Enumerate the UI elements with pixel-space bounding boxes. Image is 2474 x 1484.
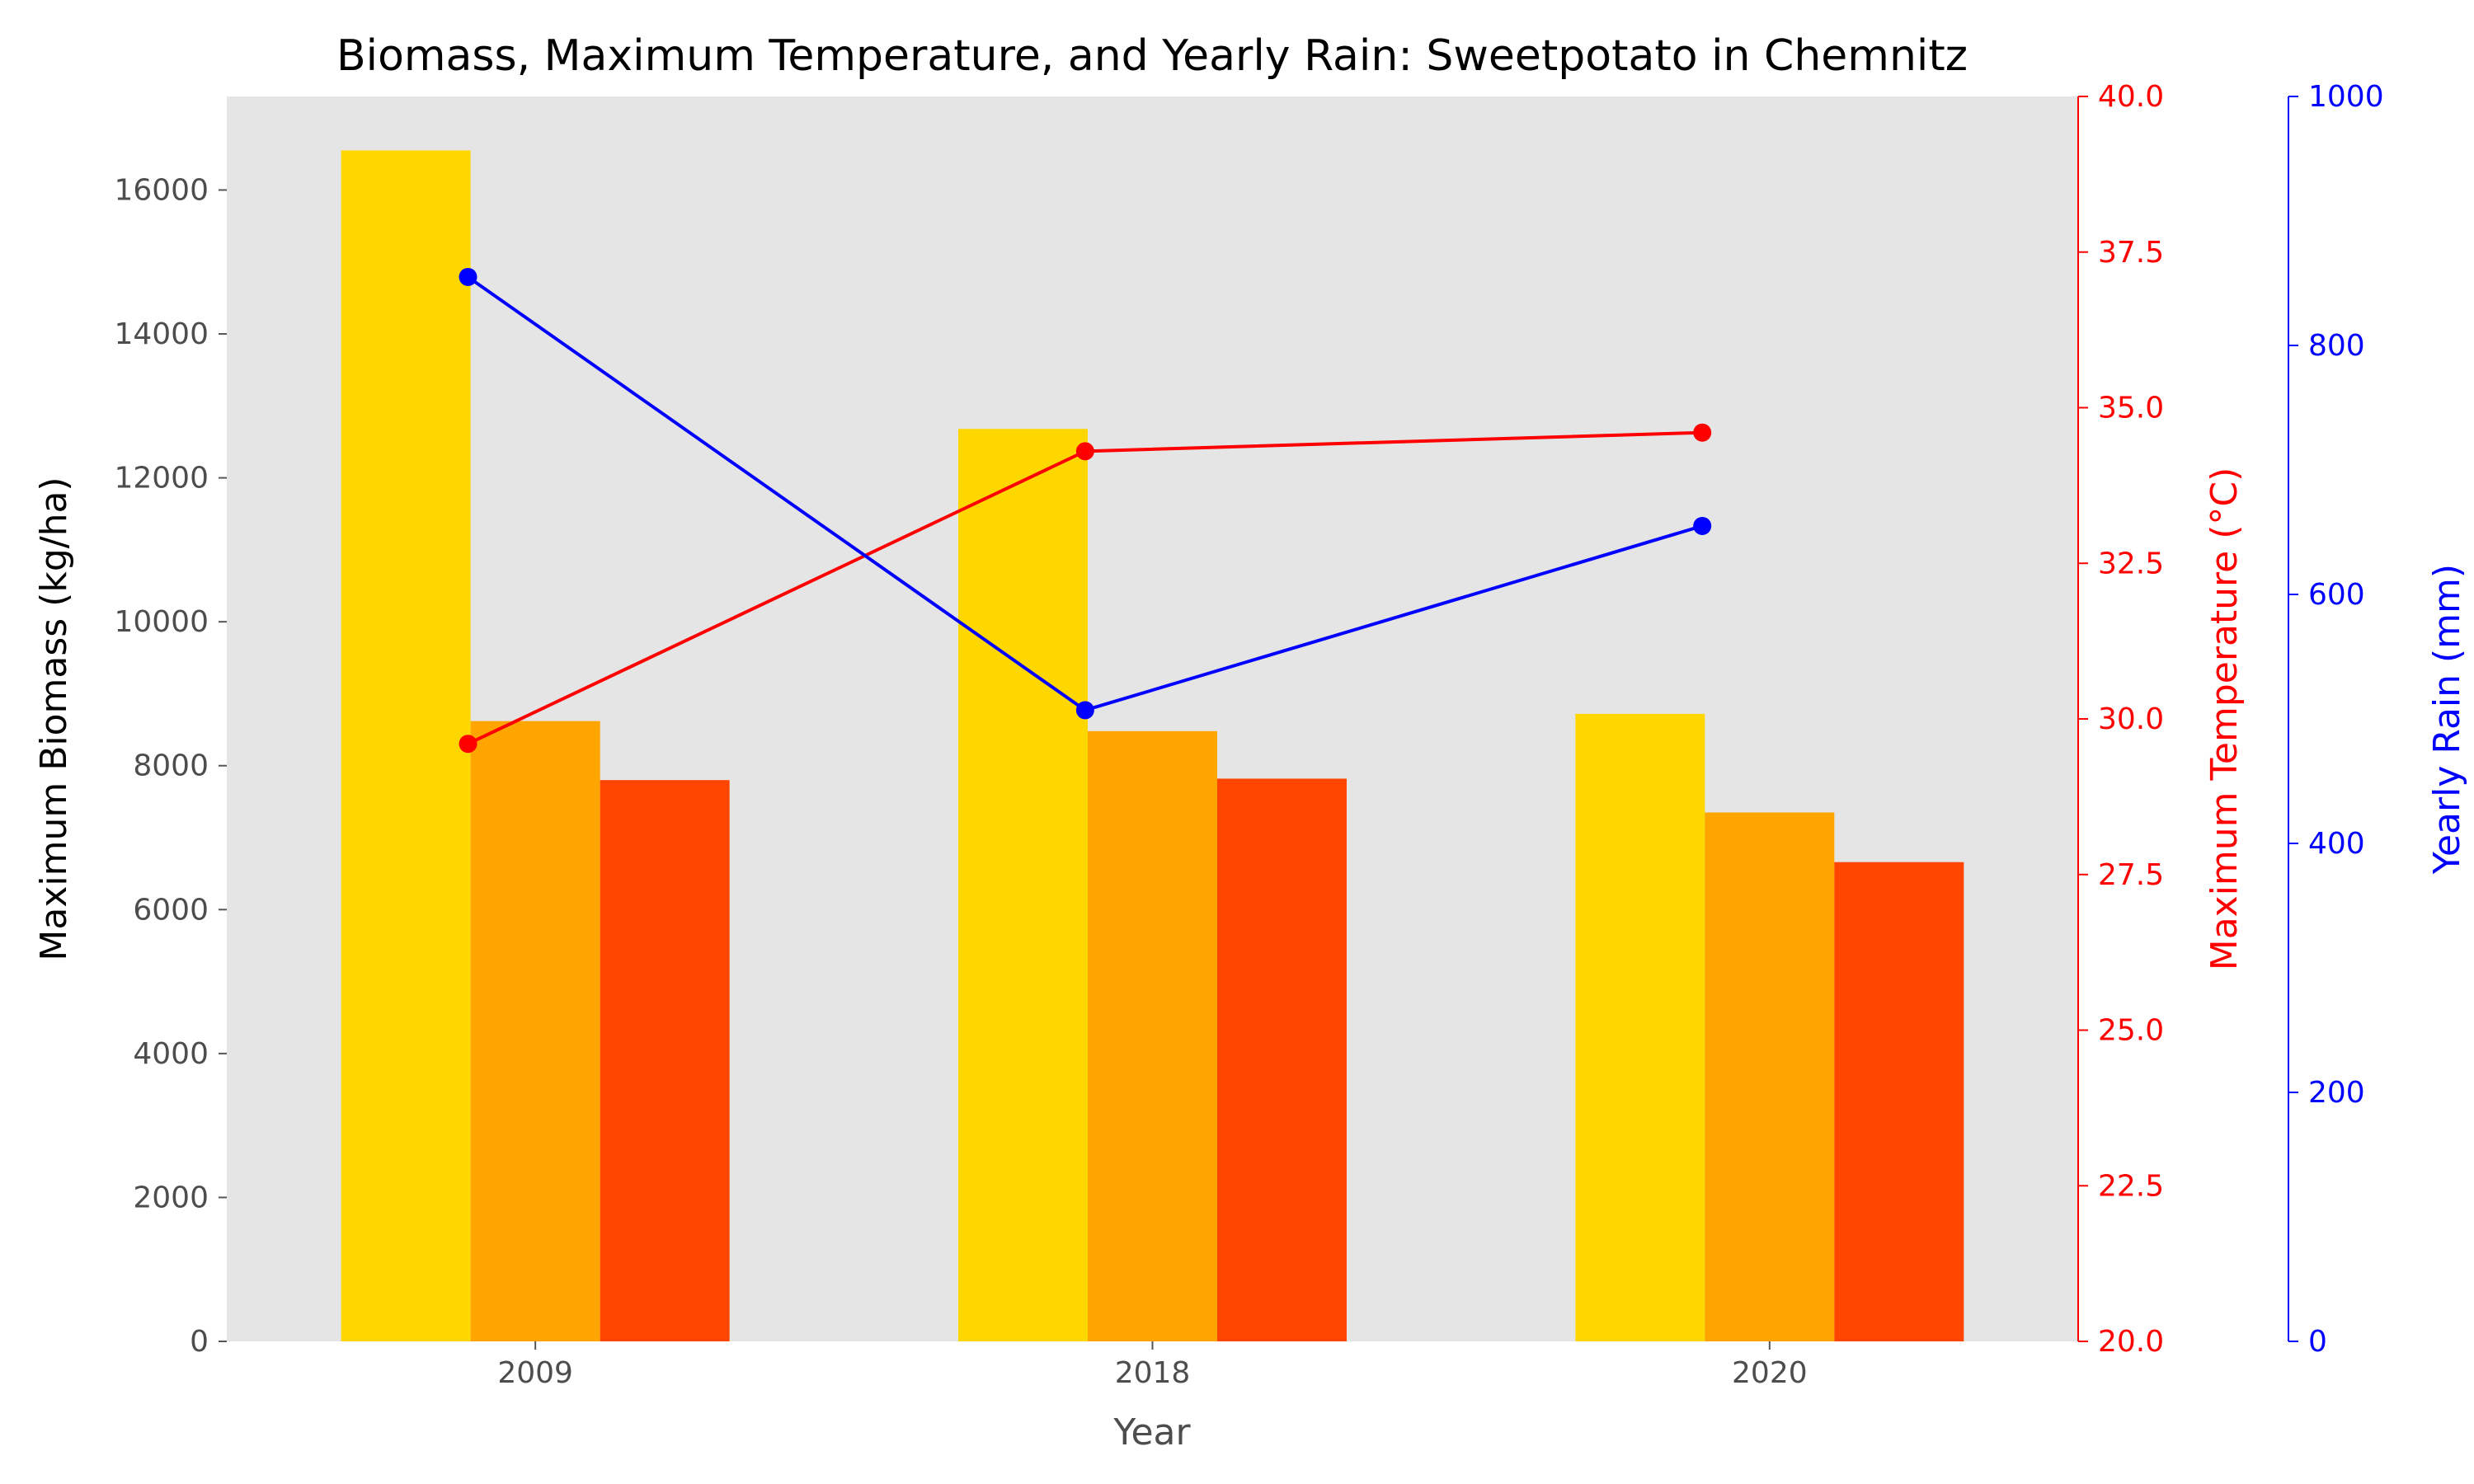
- y-rain-tick-label: 400: [2308, 827, 2365, 861]
- y-left-tick-label: 2000: [133, 1181, 209, 1214]
- y-left-axis-label: Maximum Biomass (kg/ha): [33, 477, 75, 960]
- bar-2018-3: [1217, 778, 1347, 1341]
- point-y_temp-2009: [459, 735, 477, 754]
- x-tick-label: 2009: [497, 1356, 573, 1390]
- point-y_temp-2018: [1075, 442, 1094, 461]
- bar-2020-2: [1705, 812, 1835, 1341]
- bar-2020-3: [1834, 862, 1964, 1341]
- bar-2020-1: [1575, 713, 1705, 1341]
- y-temp-tick-label: 30.0: [2098, 702, 2164, 736]
- y-rain-tick-label: 200: [2308, 1076, 2365, 1110]
- y-left-tick-label: 16000: [114, 173, 209, 207]
- y-rain-tick-label: 800: [2308, 329, 2365, 363]
- y-temp-tick-label: 35.0: [2098, 392, 2164, 425]
- bar-2018-1: [958, 429, 1088, 1341]
- point-y_rain-2018: [1075, 701, 1094, 720]
- bar-2009-3: [600, 780, 730, 1341]
- y-temp-tick-label: 20.0: [2098, 1325, 2164, 1359]
- y-left-tick-label: 8000: [133, 749, 209, 783]
- y-left-tick-label: 10000: [114, 605, 209, 639]
- bar-2009-2: [470, 721, 600, 1341]
- point-y_temp-2020: [1693, 423, 1712, 442]
- y-rain-tick-label: 600: [2308, 578, 2365, 612]
- lines-layer: [459, 267, 1712, 754]
- bars-layer: [341, 150, 1964, 1342]
- bar-2009-1: [341, 150, 471, 1342]
- x-axis-label: Year: [1112, 1411, 1191, 1453]
- y-temp-tick-label: 27.5: [2098, 858, 2164, 892]
- y-temp-tick-label: 22.5: [2098, 1169, 2164, 1203]
- y-rain-tick-label: 1000: [2308, 80, 2384, 114]
- y-rain-tick-label: 0: [2308, 1325, 2327, 1359]
- y-left-tick-label: 0: [190, 1325, 209, 1359]
- bar-2018-2: [1088, 730, 1217, 1341]
- y-temp-tick-label: 37.5: [2098, 236, 2164, 270]
- y-temp-tick-label: 40.0: [2098, 80, 2164, 114]
- y-left-tick-label: 14000: [114, 317, 209, 351]
- y-rain-axis-label: Yearly Rain (mm): [2426, 564, 2468, 875]
- y-temp-tick-label: 25.0: [2098, 1014, 2164, 1048]
- x-tick-label: 2020: [1732, 1356, 1808, 1390]
- y-left-tick-label: 6000: [133, 893, 209, 927]
- x-tick-label: 2018: [1115, 1356, 1191, 1390]
- y-left-tick-label: 12000: [114, 462, 209, 495]
- point-y_rain-2009: [459, 267, 477, 286]
- y-left-tick-label: 4000: [133, 1037, 209, 1071]
- chart-title: Biomass, Maximum Temperature, and Yearly…: [336, 31, 1968, 81]
- y-temp-axis-label: Maximum Temperature (°C): [2204, 467, 2246, 971]
- point-y_rain-2020: [1693, 516, 1712, 535]
- y-temp-tick-label: 32.5: [2098, 547, 2164, 580]
- axes-layer: 2009 2018 20200200040006000800010000120001…: [114, 80, 2383, 1390]
